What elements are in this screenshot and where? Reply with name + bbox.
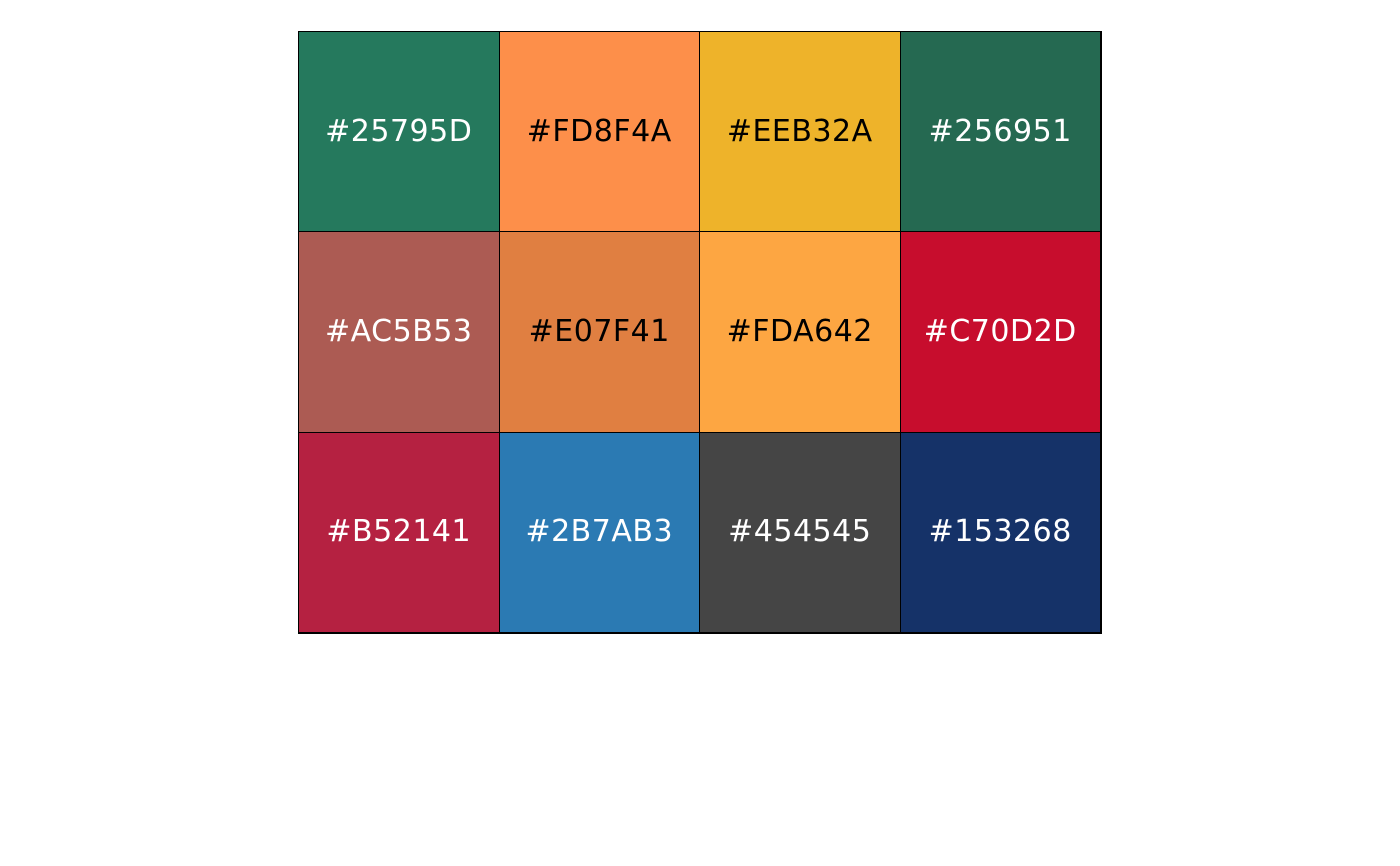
color-swatch: #FDA642 <box>699 231 901 433</box>
swatch-hex-label: #2B7AB3 <box>525 514 674 550</box>
swatch-hex-label: #25795D <box>325 113 473 149</box>
swatch-hex-label: #B52141 <box>326 514 472 550</box>
swatch-hex-label: #AC5B53 <box>325 313 473 349</box>
color-swatch: #153268 <box>899 431 1101 633</box>
color-swatch: #454545 <box>699 431 901 633</box>
color-swatch: #25795D <box>298 31 500 233</box>
swatch-hex-label: #FDA642 <box>726 313 873 349</box>
swatch-hex-label: #E07F41 <box>528 313 670 349</box>
swatch-hex-label: #EEB32A <box>726 113 873 149</box>
color-swatch: #C70D2D <box>899 231 1101 433</box>
color-swatch: #B52141 <box>298 431 500 633</box>
color-palette-grid: #25795D #FD8F4A #EEB32A #256951 #AC5B53 … <box>298 31 1102 634</box>
swatch-hex-label: #C70D2D <box>923 313 1077 349</box>
color-swatch: #FD8F4A <box>498 31 700 233</box>
color-swatch: #EEB32A <box>699 31 901 233</box>
swatch-hex-label: #FD8F4A <box>526 113 672 149</box>
color-swatch: #256951 <box>899 31 1101 233</box>
swatch-hex-label: #454545 <box>728 514 872 550</box>
color-swatch: #E07F41 <box>498 231 700 433</box>
swatch-hex-label: #153268 <box>928 514 1072 550</box>
color-swatch: #2B7AB3 <box>498 431 700 633</box>
swatch-hex-label: #256951 <box>928 113 1072 149</box>
color-swatch: #AC5B53 <box>298 231 500 433</box>
